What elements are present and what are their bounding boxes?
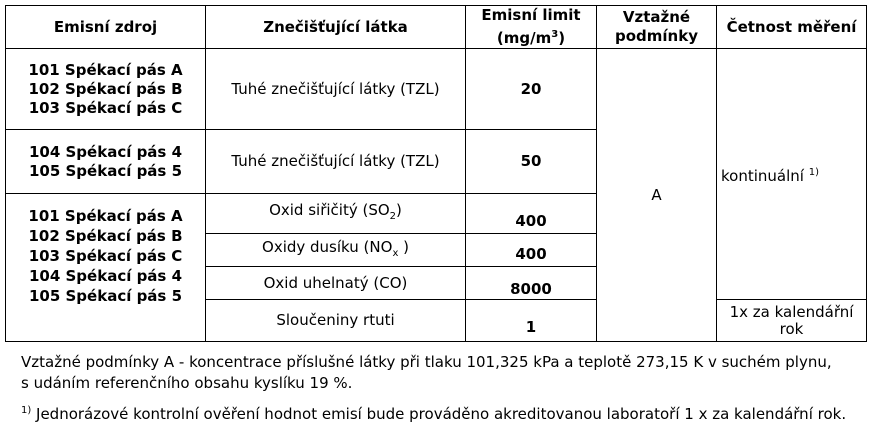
footnote-text: Jednorázové kontrolní ověření hodnot emi… <box>31 405 847 423</box>
table-row: 104 Spékací pás 4 105 Spékací pás 5 Tuhé … <box>5 129 867 194</box>
header-limit-unit: (mg/m3) <box>496 29 566 47</box>
limit-cell: 8000 <box>465 266 597 300</box>
pollutant-cell: Tuhé znečišťující látky (TZL) <box>205 48 466 130</box>
table-row: 101 Spékací pás A 102 Spékací pás B 103 Sp… <box>5 193 867 342</box>
header-limit: Emisní limit (mg/m3) <box>465 5 597 49</box>
header-frequency: Četnost měření <box>716 5 867 49</box>
source-group-2: 104 Spékací pás 4 105 Spékací pás 5 <box>5 129 206 194</box>
footnote-mark: 1) <box>21 405 32 416</box>
limit-cell: 400 <box>465 233 597 267</box>
header-row: Emisní zdroj Znečišťující látka Emisní l… <box>5 5 867 49</box>
frequency-cell: kontinuální 1) <box>716 48 867 300</box>
pollutant-cell: Oxid uhelnatý (CO) <box>205 266 466 300</box>
pollutant-cell: Tuhé znečišťující látky (TZL) <box>205 129 466 194</box>
header-limit-line1: Emisní limit <box>481 6 581 24</box>
limit-cell: 20 <box>465 48 597 130</box>
conditions-cell: A <box>596 48 717 342</box>
limit-cell: 400 <box>465 193 597 234</box>
emission-limits-table: Emisní zdroj Znečišťující látka Emisní l… <box>5 5 867 342</box>
pollutant-cell: Sloučeniny rtuti <box>205 299 466 342</box>
limit-cell: 50 <box>465 129 597 194</box>
reference-conditions-note: Vztažné podmínky A - koncentrace přísluš… <box>21 353 832 392</box>
frequency-mercury-cell: 1x za kalendářní rok <box>716 299 867 342</box>
header-source: Emisní zdroj <box>5 5 206 49</box>
pollutant-cell: Oxid siřičitý (SO2) <box>205 193 466 234</box>
source-group-1: 101 Spékací pás A 102 Spékací pás B 103 Sp… <box>5 48 206 130</box>
limit-cell: 1 <box>465 299 597 342</box>
source-group-3: 101 Spékací pás A 102 Spékací pás B 103 Sp… <box>5 193 206 342</box>
table-row: Sloučeniny rtuti 1 1x za kalendářní rok <box>6 299 867 342</box>
table-row: 101 Spékací pás A 102 Spékací pás B 103 Sp… <box>5 48 867 342</box>
header-conditions: Vztažné podmínky <box>596 5 717 49</box>
table-row: Oxidy dusíku (NOx ) 400 <box>6 233 867 267</box>
footnote: 1) Jednorázové kontrolní ověření hodnot … <box>21 401 846 424</box>
table-row: Oxid uhelnatý (CO) 8000 <box>6 266 867 300</box>
pollutant-cell: Oxidy dusíku (NOx ) <box>205 233 466 267</box>
header-pollutant: Znečišťující látka <box>205 5 466 49</box>
